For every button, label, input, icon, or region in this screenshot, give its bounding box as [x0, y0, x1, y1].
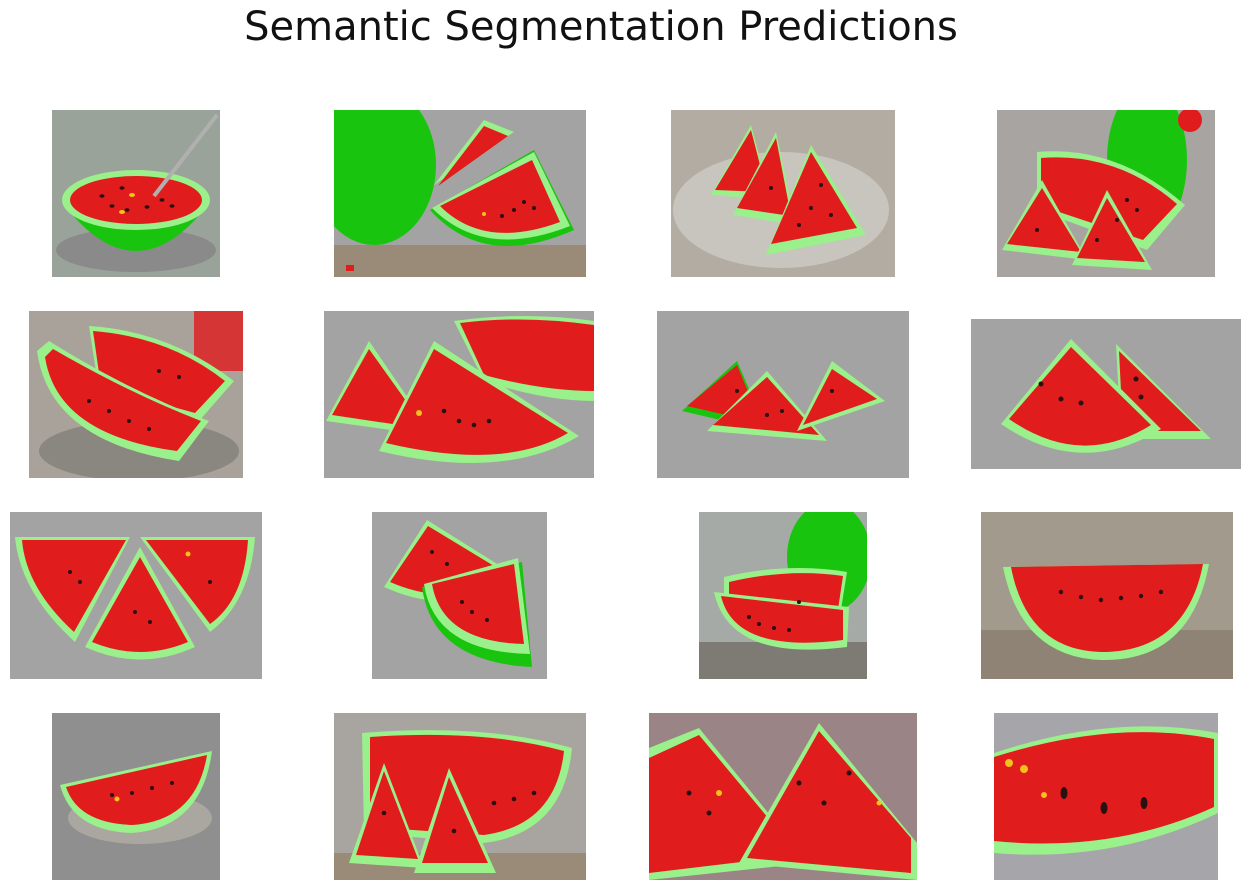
wedges-stack-scene	[326, 316, 594, 463]
panel-r3c4	[981, 512, 1233, 679]
close-up-slice-scene	[994, 726, 1218, 855]
figure-title: Semantic Segmentation Predictions	[244, 4, 958, 50]
panel-r3c2	[372, 512, 547, 679]
panel-r4c3	[649, 713, 917, 880]
panel-r3c3	[699, 512, 867, 679]
close-up-triangles-scene	[649, 723, 917, 880]
panel-r2c1	[29, 311, 243, 478]
two-wedges-tilted-scene	[384, 520, 532, 667]
panel-r2c2	[324, 311, 594, 478]
plate-slices-scene	[673, 125, 889, 268]
panel-r2c4	[971, 319, 1241, 469]
three-slices-flat-scene	[15, 537, 255, 660]
panel-r4c4	[994, 713, 1218, 880]
panel-r3c1	[10, 512, 262, 679]
panel-r1c1	[52, 110, 220, 277]
three-wedges-scene	[682, 361, 885, 441]
bowl-half-scene	[56, 113, 219, 272]
big-half-with-wedges-scene	[334, 730, 586, 880]
two-slices-table-scene	[37, 311, 243, 478]
whole-and-slices-scene	[334, 110, 586, 277]
panel-r2c3	[657, 311, 909, 478]
slices-with-whole-scene	[699, 512, 867, 679]
triangle-wedges-scene	[1001, 339, 1211, 453]
slice-on-plate-scene	[60, 751, 212, 844]
panel-r1c4	[997, 110, 1215, 277]
panel-r1c2	[334, 110, 586, 277]
panel-r1c3	[671, 110, 895, 277]
whole-and-wedges-scene	[1002, 110, 1202, 270]
panel-r4c1	[52, 713, 220, 880]
panel-r4c2	[334, 713, 586, 880]
single-slice-board-scene	[981, 564, 1233, 679]
